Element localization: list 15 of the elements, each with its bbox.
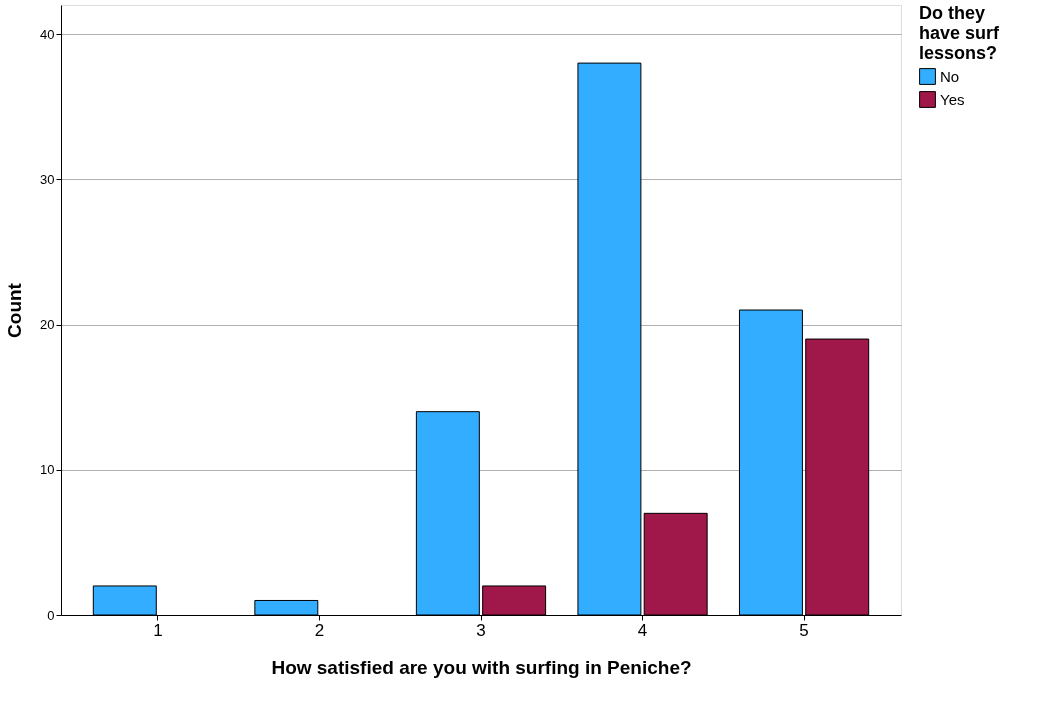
- x-tick-label: 5: [799, 620, 809, 640]
- y-axis-title: Count: [4, 282, 26, 338]
- legend-title: Do they have surf lessons?: [919, 3, 1001, 63]
- y-tick-label: 20: [40, 317, 55, 333]
- x-tick-label: 2: [314, 620, 325, 640]
- legend-label: Yes: [940, 90, 965, 108]
- x-axis-title: How satisfied are you with surfing in Peniche?: [271, 656, 692, 678]
- y-tick-label: 40: [40, 26, 55, 42]
- x-tick-label: 1: [153, 620, 163, 640]
- y-tick-label: 0: [47, 607, 55, 623]
- x-tick-label: 3: [476, 620, 486, 640]
- y-tick-label: 30: [40, 171, 55, 187]
- y-tick-label: 10: [40, 462, 55, 478]
- x-tick-label: 4: [637, 620, 648, 640]
- legend-label: No: [940, 67, 960, 85]
